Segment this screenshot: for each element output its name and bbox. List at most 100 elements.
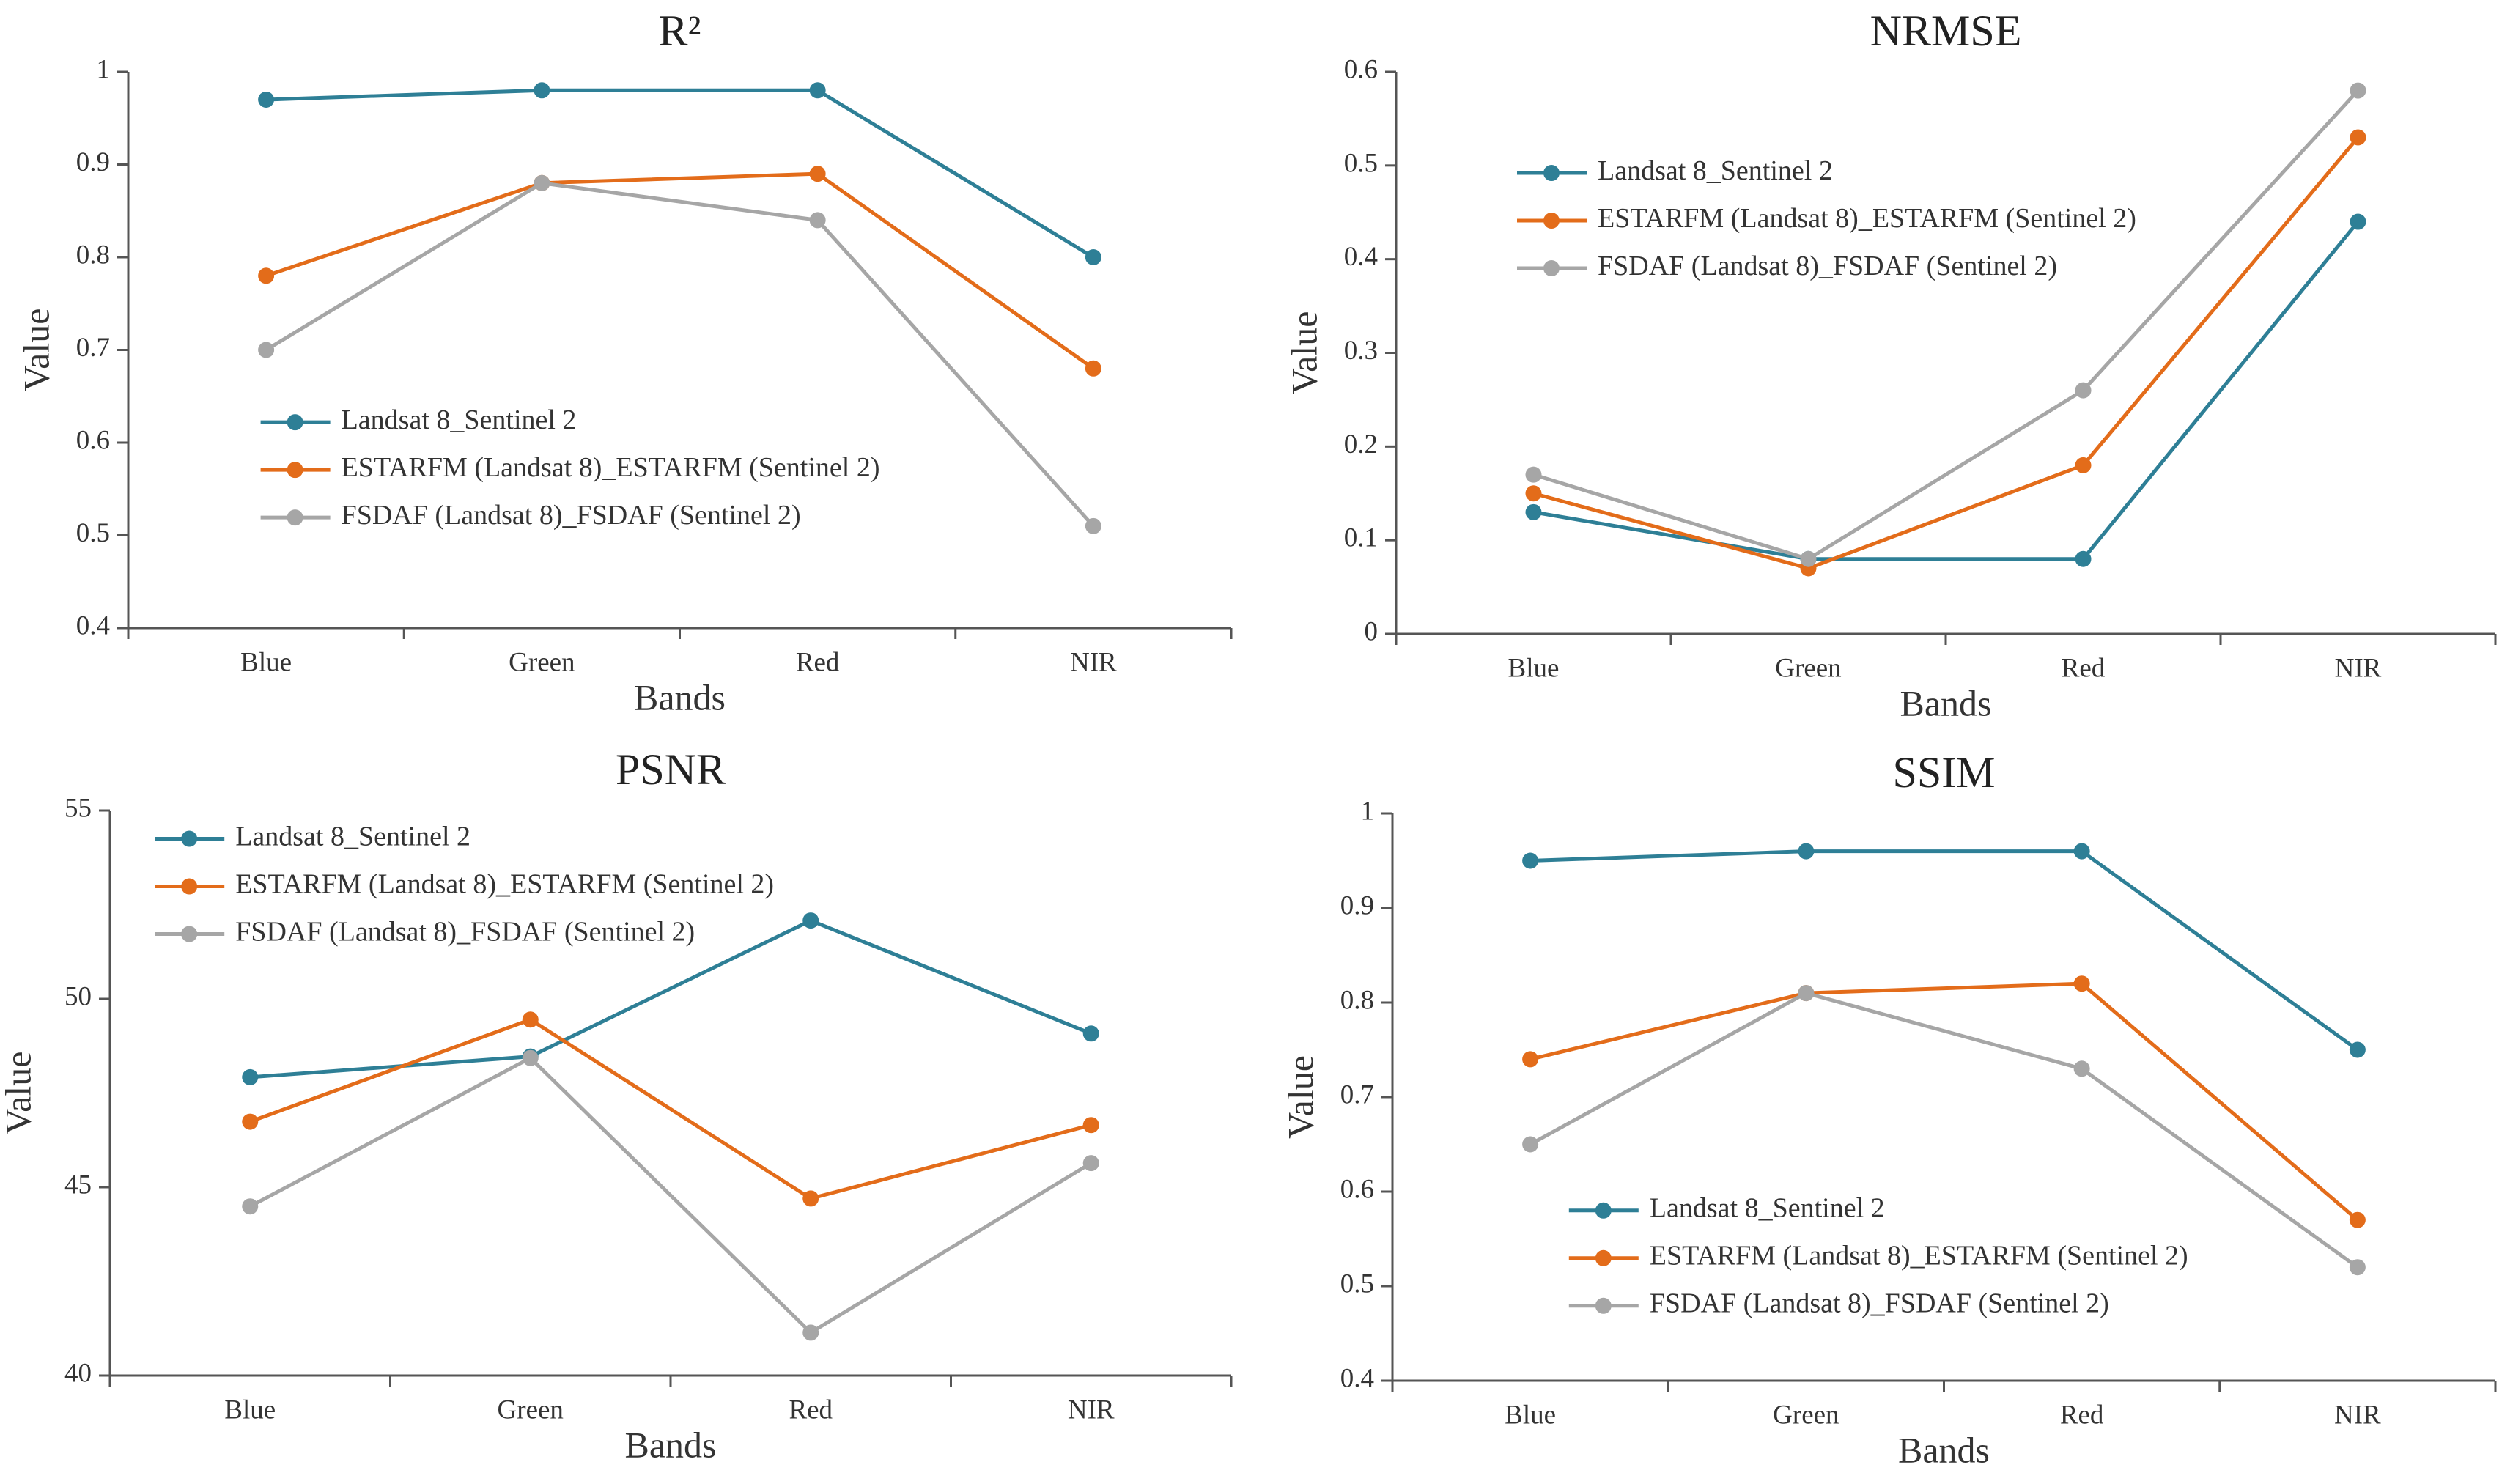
point [2075, 382, 2092, 399]
legend-marker [1595, 1297, 1612, 1314]
series-line [1532, 136, 2360, 571]
point [1082, 1117, 1099, 1134]
y-tick-label: 0.5 [1344, 148, 1378, 178]
x-tick-label: NIR [1068, 1395, 1115, 1425]
y-tick-label: 50 [64, 981, 92, 1011]
legend-label: ESTARFM (Landsat 8)_ESTARFM (Sentinel 2) [1598, 203, 2136, 234]
series-line [250, 918, 1092, 1079]
y-axis-label: Value [1280, 1055, 1321, 1139]
legend-label: ESTARFM (Landsat 8)_ESTARFM (Sentinel 2) [235, 868, 774, 899]
series-line [265, 181, 1095, 528]
point [2349, 1041, 2366, 1058]
y-tick-label: 0.1 [1344, 523, 1378, 553]
y-tick-label: 0.8 [1340, 985, 1374, 1015]
point [2075, 550, 2092, 567]
point [1522, 1136, 1539, 1153]
x-tick-label: Blue [224, 1395, 276, 1425]
legend-label: FSDAF (Landsat 8)_FSDAF (Sentinel 2) [1598, 251, 2057, 281]
point [809, 82, 826, 99]
point [1798, 843, 1815, 860]
point [802, 912, 819, 929]
point [2350, 82, 2366, 99]
y-tick-label: 0 [1365, 616, 1379, 646]
point [802, 1324, 819, 1341]
point [2349, 1259, 2366, 1276]
legend-marker [1543, 213, 1560, 229]
point [1085, 360, 1101, 377]
legend-label: FSDAF (Landsat 8)_FSDAF (Sentinel 2) [342, 500, 801, 531]
point [809, 166, 826, 182]
point [534, 82, 550, 99]
legend-marker [1543, 165, 1560, 182]
series-line [1529, 981, 2359, 1222]
series-line [1529, 991, 2359, 1269]
x-tick-label: Red [796, 647, 840, 677]
point [242, 1068, 259, 1085]
legend-marker [287, 462, 303, 479]
point [2073, 843, 2090, 860]
x-axis-label: Bands [1898, 1429, 1990, 1470]
y-tick-label: 40 [64, 1358, 92, 1388]
series-line [1530, 849, 2359, 1052]
y-tick-label: 0.7 [76, 333, 110, 363]
point [2349, 1211, 2366, 1228]
point [2075, 457, 2092, 473]
legend-marker [181, 878, 198, 895]
point [2073, 1060, 2090, 1077]
x-tick-label: NIR [2335, 653, 2382, 683]
y-axis-label: Value [0, 1052, 38, 1135]
point [258, 91, 275, 108]
y-tick-label: 1 [1361, 796, 1375, 826]
point [1085, 249, 1101, 265]
point [1525, 485, 1542, 502]
point [522, 1011, 539, 1028]
x-tick-label: Red [2062, 653, 2106, 683]
x-axis-label: Bands [634, 676, 726, 717]
legend-marker [1543, 260, 1560, 277]
point [1525, 466, 1542, 483]
legend-label: Landsat 8_Sentinel 2 [235, 821, 470, 852]
legend-marker [287, 414, 303, 431]
legend-marker [181, 926, 198, 942]
y-tick-label: 1 [97, 54, 111, 84]
chart-title: SSIM [1892, 748, 1995, 797]
y-tick-label: 0.4 [1344, 242, 1378, 272]
series-line [249, 1017, 1092, 1201]
point [534, 174, 550, 191]
y-tick-label: 0.4 [1340, 1363, 1374, 1393]
y-tick-label: 0.6 [1340, 1174, 1374, 1204]
x-tick-label: Blue [240, 647, 292, 677]
chart-title: NRMSE [1870, 7, 2022, 55]
y-tick-label: 55 [64, 793, 92, 823]
y-tick-label: 45 [64, 1170, 92, 1200]
legend-label: FSDAF (Landsat 8)_FSDAF (Sentinel 2) [235, 916, 695, 947]
x-axis-label: Bands [1900, 682, 1992, 723]
point [1085, 517, 1101, 534]
legend-label: ESTARFM (Landsat 8)_ESTARFM (Sentinel 2) [1650, 1241, 2188, 1271]
x-tick-label: NIR [1070, 647, 1117, 677]
point [258, 342, 275, 358]
y-tick-label: 0.5 [76, 518, 110, 548]
y-tick-label: 0.6 [76, 425, 110, 455]
series-line [1532, 89, 2360, 561]
x-tick-label: Green [498, 1395, 564, 1425]
x-tick-label: Blue [1508, 653, 1560, 683]
y-tick-label: 0.9 [76, 147, 110, 177]
y-tick-label: 0.4 [76, 610, 110, 641]
y-axis-label: Value [1283, 311, 1324, 395]
legend-marker [181, 830, 198, 847]
y-tick-label: 0.7 [1340, 1079, 1374, 1110]
x-tick-label: Red [789, 1395, 833, 1425]
y-tick-label: 0.6 [1344, 54, 1378, 84]
y-tick-label: 0.9 [1340, 890, 1374, 920]
x-axis-label: Bands [625, 1424, 717, 1465]
chart-title: PSNR [616, 745, 726, 794]
y-axis-label: Value [15, 309, 56, 392]
point [802, 1190, 819, 1207]
y-tick-label: 0.5 [1340, 1269, 1374, 1299]
chart-title: R² [658, 7, 701, 55]
series-line [249, 1055, 1093, 1335]
point [2073, 975, 2090, 992]
x-tick-label: Green [509, 647, 575, 677]
